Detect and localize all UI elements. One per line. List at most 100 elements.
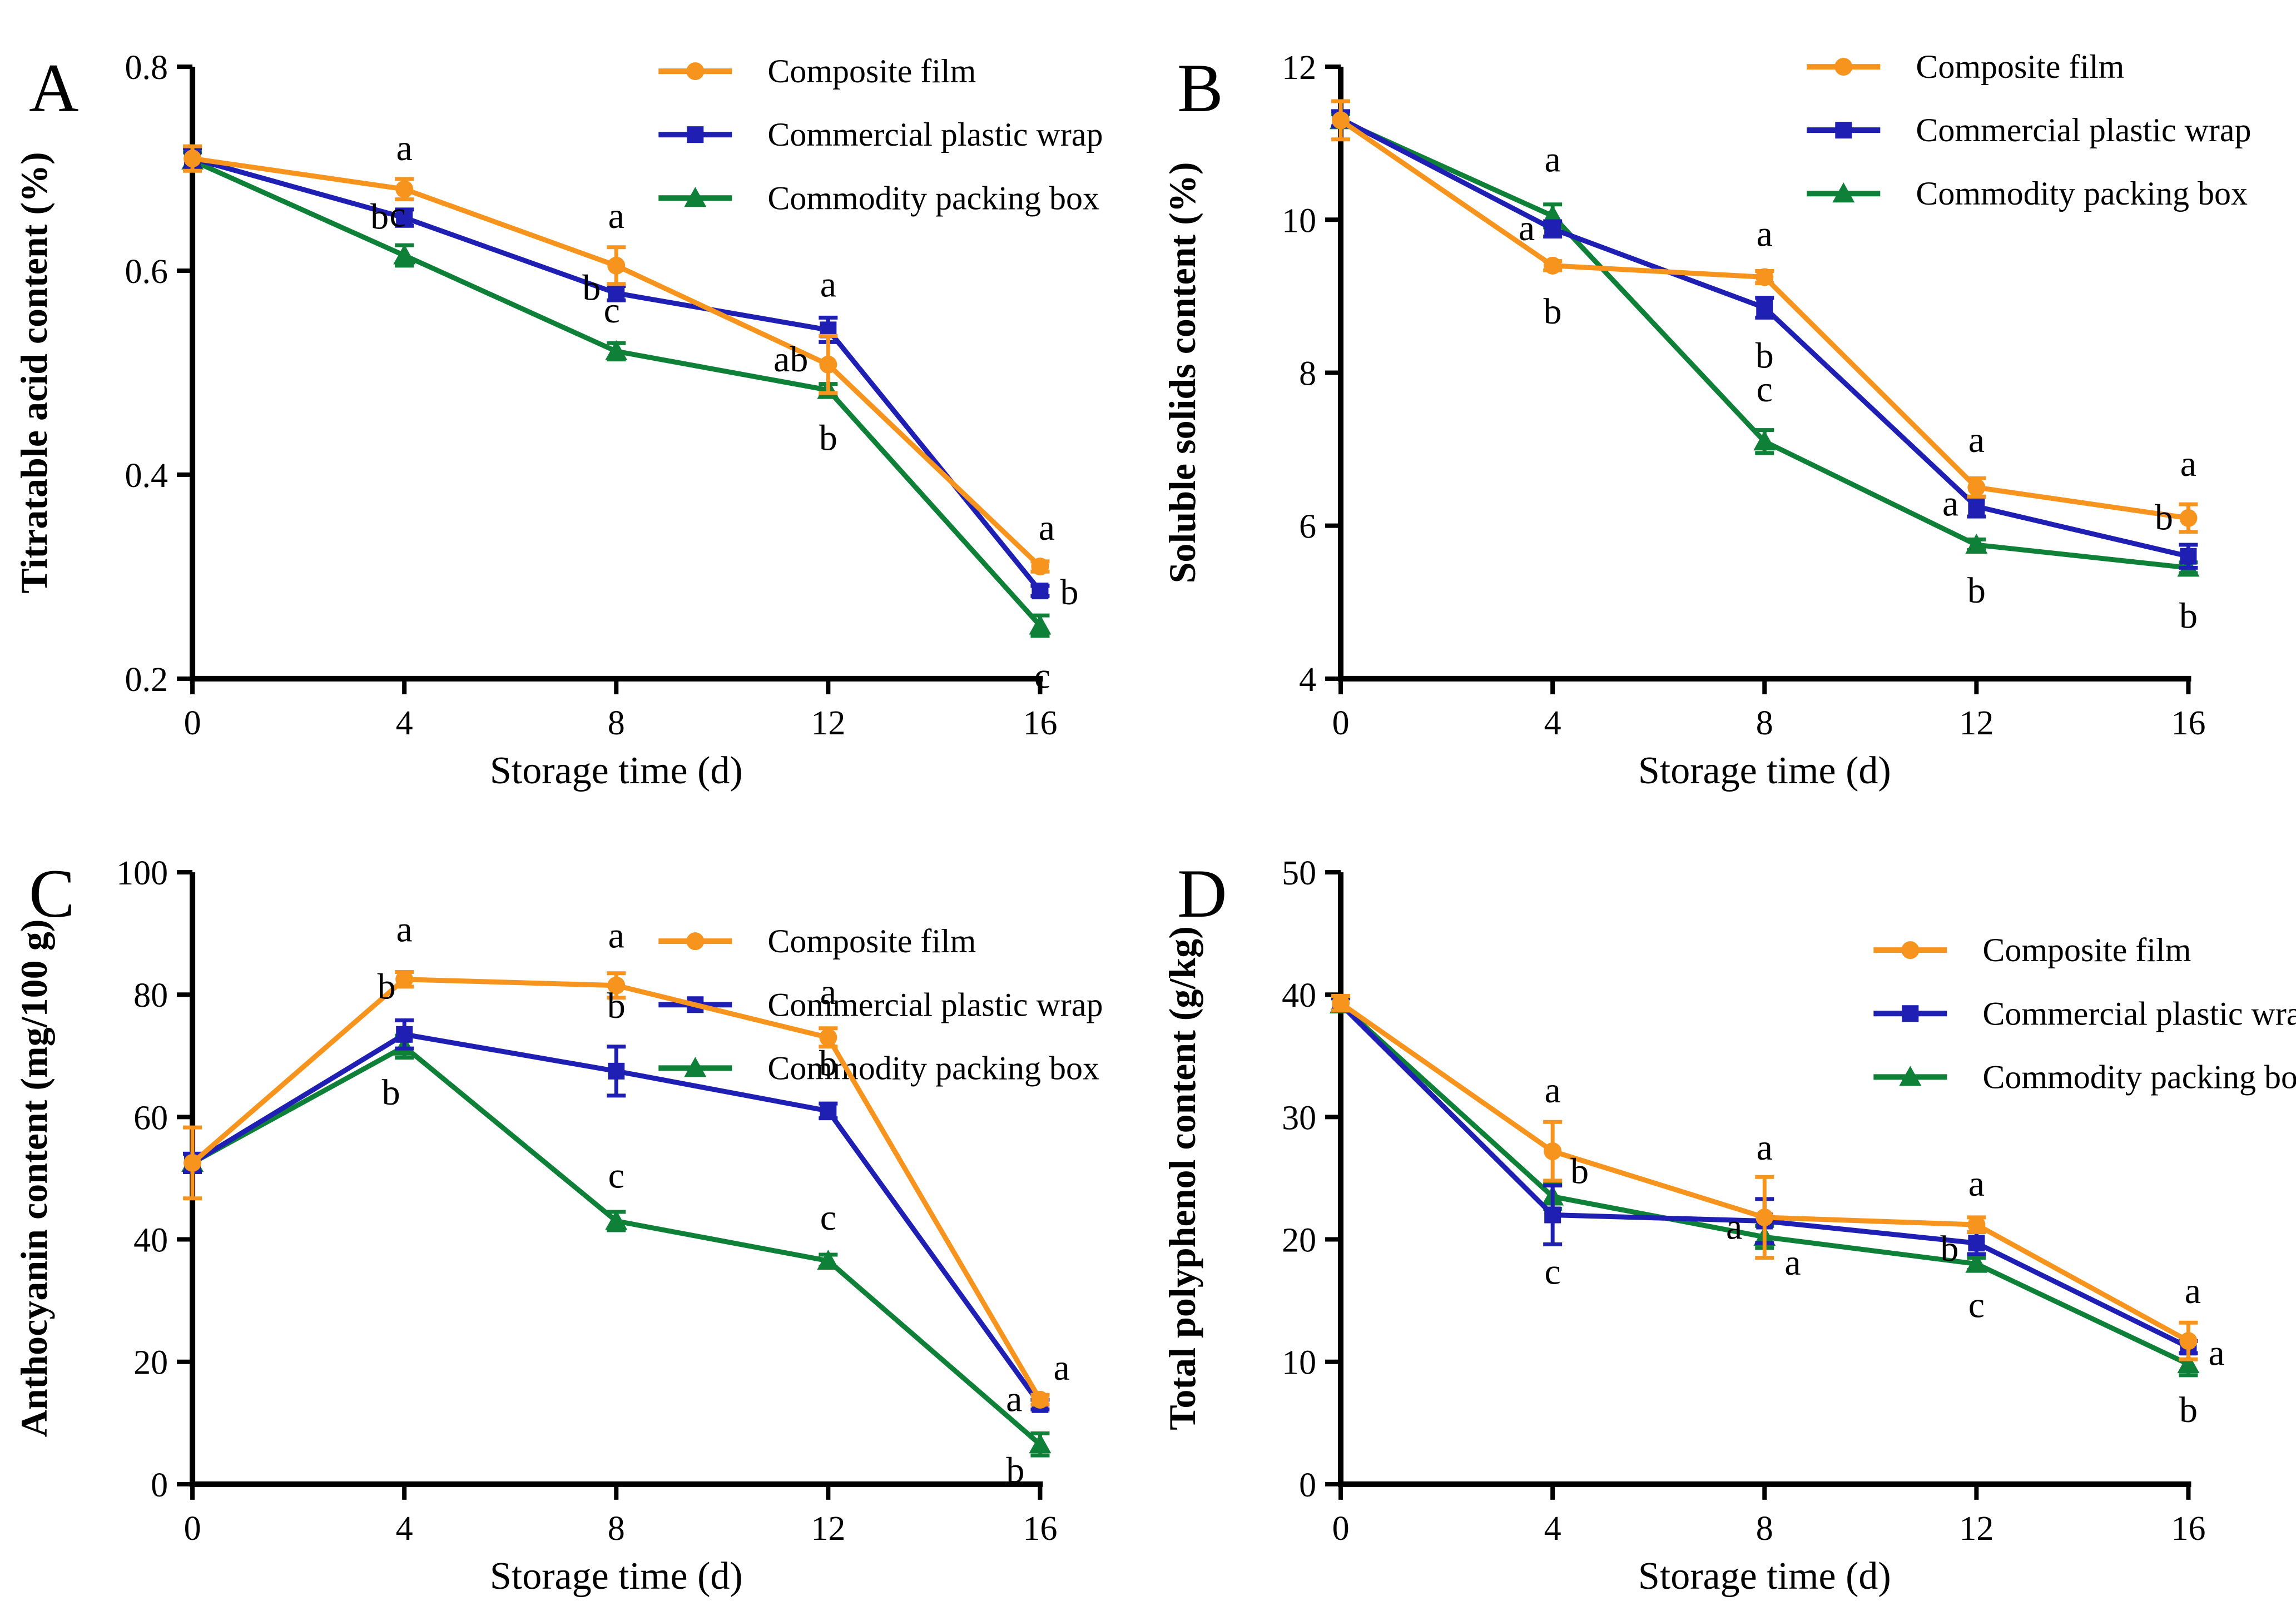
sig-letter: a [396,128,413,168]
x-tick-label: 8 [1756,704,1773,742]
data-point-square [2179,548,2196,565]
x-tick-label: 0 [184,704,201,742]
sig-letter: c [1034,656,1050,697]
data-point-circle [1543,1142,1561,1161]
legend-circle-icon [1834,58,1852,76]
legend-square-icon [687,126,704,143]
data-point-triangle [605,1210,628,1230]
y-tick-label: 20 [133,1344,168,1382]
chart-A: 0.2 0.4 0.6 0.8 0 4 8 12 16 Titratable acid conte… [0,0,1148,806]
sig-letter: a [608,916,624,956]
sig-letter: b [819,1043,837,1083]
panel-C: 0 20 40 60 80 100 0 4 8 12 16 Anthocyanin content (… [0,806,1148,1611]
data-point-circle [1331,111,1350,130]
legend-label: Commodity packing box [1916,175,2248,212]
x-tick-label: 16 [1023,704,1057,742]
legend-label: Commercial plastic wrap [1982,995,2296,1032]
data-point-circle [2179,1332,2197,1350]
legend-square-icon [1901,1005,1918,1022]
y-tick-label: 0.8 [125,49,168,87]
y-tick-label: 0.4 [125,457,168,495]
y-tick-label: 4 [1299,661,1316,699]
legend-triangle-icon [1898,1066,1921,1086]
x-tick-label: 16 [2171,704,2205,742]
sig-letter: a [1006,1379,1022,1420]
x-tick-label: 16 [1023,1510,1057,1548]
data-point-square [608,1062,625,1080]
y-tick-label: 30 [1282,1099,1316,1137]
y-tick-label: 10 [1282,1344,1316,1382]
y-tick-label: 100 [116,854,168,892]
sig-letter: a [1544,1070,1560,1111]
data-point-circle [395,180,414,198]
data-point-circle [1031,558,1049,576]
legend-circle-icon [686,62,705,81]
panel-letter: D [1177,855,1227,932]
data-point-triangle [1965,534,1987,554]
y-axis-title: Soluble solids content (%) [1161,162,1203,584]
x-tick-label: 4 [396,704,413,742]
sig-letter: c [1756,369,1772,410]
legend-label: Commodity packing box [1982,1058,2296,1095]
data-point-square [1967,1235,1985,1252]
x-axis-title: Storage time (d) [490,749,743,792]
sig-letter: b [2179,1390,2197,1430]
legend-circle-icon [1901,941,1919,959]
sig-letter: a [1968,420,1984,460]
data-point-square [1544,220,1561,237]
data-point-circle [2179,509,2197,527]
legend-label: Composite film [1982,932,2191,968]
x-tick-label: 0 [1332,704,1349,742]
data-point-triangle [605,340,628,360]
sig-letter: a [820,972,836,1012]
data-point-square [1967,498,1985,515]
sig-letter: b [370,197,389,237]
x-tick-label: 12 [811,704,845,742]
x-tick-label: 8 [608,704,625,742]
legend-label: Commodity packing box [767,1050,1099,1086]
data-point-square [1032,583,1049,600]
legend-label: Commodity packing box [767,180,1099,216]
legend-triangle-icon [684,187,707,207]
y-tick-label: 0 [151,1466,168,1504]
x-tick-label: 12 [1959,1510,1993,1548]
chart-D: 0 10 20 30 40 50 0 4 8 12 16 Total polyphenol conte… [1148,806,2296,1611]
data-point-triangle [393,244,416,265]
sig-letter: b [1570,1151,1589,1191]
sig-letter: a [1053,1348,1069,1388]
legend-triangle-icon [684,1057,707,1077]
data-point-circle [395,970,414,988]
y-tick-label: 20 [1282,1222,1316,1260]
y-tick-label: 10 [1282,202,1316,240]
panel-B: 4 6 8 10 12 0 4 8 12 16 Soluble solids content (%)… [1148,0,2296,806]
sig-letter: b [1967,570,1985,611]
x-tick-label: 8 [1756,1510,1773,1548]
sig-letter: a [820,264,836,305]
legend-label: Commercial plastic wrap [767,986,1103,1023]
x-axis-title: Storage time (d) [490,1555,743,1598]
sig-letter: b [1543,291,1561,332]
sig-letter: a [1942,483,1958,524]
legend-triangle-icon [1832,182,1854,203]
y-tick-label: 60 [133,1099,168,1137]
sig-letter: a [1725,1207,1742,1247]
x-tick-label: 16 [2171,1510,2205,1548]
y-tick-label: 8 [1299,355,1316,392]
panel-letter: A [29,49,79,126]
data-point-circle [607,976,626,995]
x-axis-title: Storage time (d) [1638,749,1891,792]
y-tick-label: 0.6 [125,253,168,291]
data-point-square [396,1026,413,1043]
data-point-triangle [2176,1353,2199,1374]
sig-letter: b [819,418,837,459]
sig-letter: a [1039,508,1055,548]
sig-letter: b [2154,498,2173,538]
x-tick-label: 4 [1544,704,1561,742]
data-point-circle [184,1153,202,1172]
sig-letter: c [390,194,406,235]
panel-letter: B [1177,49,1223,126]
sig-letter: b [378,967,396,1007]
y-tick-label: 40 [1282,977,1316,1015]
data-point-square [1756,299,1773,316]
